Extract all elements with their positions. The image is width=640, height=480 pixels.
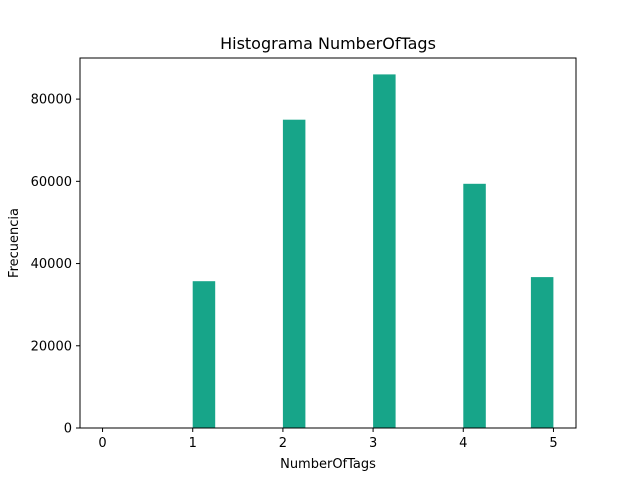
bars-group xyxy=(192,74,554,429)
x-tick-label: 0 xyxy=(98,436,106,451)
histogram-bar xyxy=(282,119,306,428)
y-tick-label: 20000 xyxy=(31,339,72,354)
histogram-bar xyxy=(463,183,486,428)
y-tick-label: 0 xyxy=(64,422,72,437)
x-ticks: 0 1 2 3 4 5 xyxy=(98,428,558,451)
x-tick-label: 1 xyxy=(189,436,197,451)
y-tick-label: 40000 xyxy=(31,257,72,272)
y-tick-label: 60000 xyxy=(31,175,72,190)
x-tick-label: 3 xyxy=(369,436,377,451)
x-axis-label: NumberOfTags xyxy=(280,457,376,472)
y-axis-label: Frecuencia xyxy=(7,208,22,278)
plot-frame xyxy=(79,57,577,429)
x-tick-label: 5 xyxy=(549,436,557,451)
histogram-bar xyxy=(192,281,216,428)
x-tick-label: 2 xyxy=(279,436,287,451)
chart-title: Histograma NumberOfTags xyxy=(220,34,436,53)
x-tick-label: 4 xyxy=(459,436,467,451)
histogram-bar xyxy=(530,277,554,428)
y-ticks: 0 20000 40000 60000 80000 xyxy=(31,93,80,437)
y-tick-label: 80000 xyxy=(31,93,72,108)
histogram-bar xyxy=(373,74,396,429)
